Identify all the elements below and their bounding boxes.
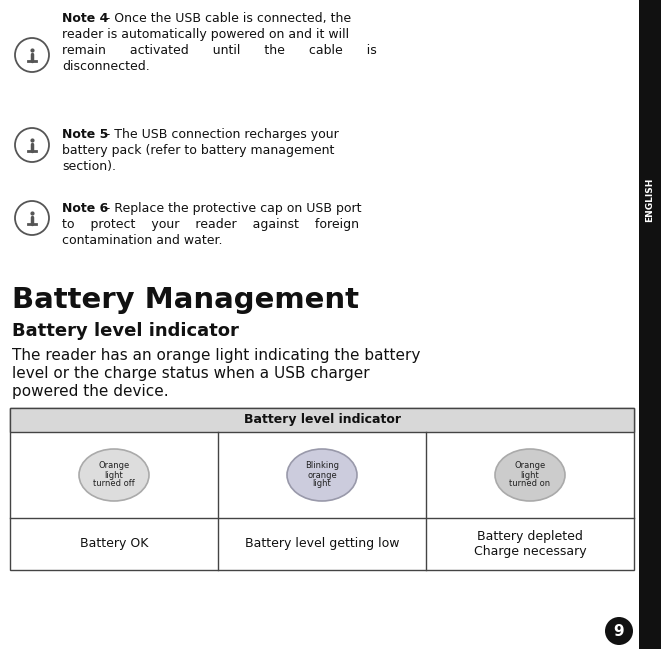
Text: Note 4: Note 4 [62,12,108,25]
Text: disconnected.: disconnected. [62,60,150,73]
Text: Note 5: Note 5 [62,128,108,141]
Text: Blinking: Blinking [305,461,339,471]
Text: powered the device.: powered the device. [12,384,169,399]
Text: to    protect    your    reader    against    foreign: to protect your reader against foreign [62,218,359,231]
Text: – Once the USB cable is connected, the: – Once the USB cable is connected, the [100,12,351,25]
Text: remain      activated      until      the      cable      is: remain activated until the cable is [62,44,377,57]
Circle shape [605,617,633,645]
Text: ENGLISH: ENGLISH [646,178,654,222]
Text: turned off: turned off [93,480,135,489]
Text: reader is automatically powered on and it will: reader is automatically powered on and i… [62,28,349,41]
Text: The reader has an orange light indicating the battery: The reader has an orange light indicatin… [12,348,420,363]
Text: Battery Management: Battery Management [12,286,359,314]
Text: Battery level indicator: Battery level indicator [12,322,239,340]
Ellipse shape [495,449,565,501]
FancyBboxPatch shape [639,0,661,649]
Text: 9: 9 [613,624,624,639]
Text: light: light [313,480,331,489]
Text: Orange: Orange [98,461,130,471]
Text: Note 6: Note 6 [62,202,108,215]
Text: light: light [521,471,539,480]
Text: contamination and water.: contamination and water. [62,234,223,247]
Text: turned on: turned on [510,480,551,489]
Ellipse shape [79,449,149,501]
Text: section).: section). [62,160,116,173]
Text: orange: orange [307,471,337,480]
Text: – The USB connection recharges your: – The USB connection recharges your [100,128,338,141]
Text: Orange: Orange [514,461,545,471]
Text: Battery level getting low: Battery level getting low [245,537,399,550]
Text: Battery depleted
Charge necessary: Battery depleted Charge necessary [474,530,586,558]
Text: battery pack (refer to battery management: battery pack (refer to battery managemen… [62,144,334,157]
Text: Battery OK: Battery OK [80,537,148,550]
FancyBboxPatch shape [10,408,634,432]
Text: – Replace the protective cap on USB port: – Replace the protective cap on USB port [100,202,362,215]
Text: Battery level indicator: Battery level indicator [243,413,401,426]
FancyBboxPatch shape [10,408,634,570]
Text: level or the charge status when a USB charger: level or the charge status when a USB ch… [12,366,369,381]
Ellipse shape [287,449,357,501]
Text: light: light [104,471,124,480]
